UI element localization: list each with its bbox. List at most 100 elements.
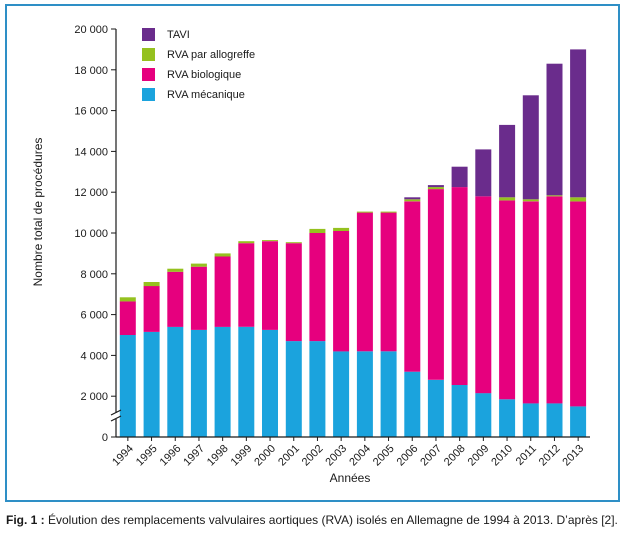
bar-segment-1994-2 [119,297,136,302]
bar-segment-1996-2 [167,268,184,272]
bar-segment-2009-3 [475,149,492,197]
bar-segment-2011-0 [522,403,539,437]
bar-segment-2012-3 [546,63,563,196]
bar-segment-2012-2 [546,195,563,197]
x-tick-label: 2013 [560,443,586,469]
bar-segment-2003-0 [333,351,350,437]
bar-segment-2004-1 [356,212,373,352]
bar-segment-2007-2 [427,187,444,190]
bar-segment-2013-2 [570,197,587,202]
bar-segment-2007-1 [427,189,444,380]
stacked-bar-chart: 1994199519961997199819992000200120022003… [31,24,590,485]
bar-segment-2002-2 [309,228,326,233]
axis-break-icon [110,409,122,422]
bar-segment-1998-1 [214,256,231,327]
figure-caption: Fig. 1 : Évolution des remplacements val… [6,513,626,527]
bar-segment-2003-1 [333,231,350,352]
x-tick-label: 1996 [158,443,184,469]
legend-label: RVA par allogreffe [167,49,255,61]
bar-segment-1999-2 [238,241,255,244]
bar-segment-2011-3 [522,95,539,200]
bar-segment-2001-2 [285,242,302,244]
x-tick-label: 1995 [134,443,160,469]
bar-segment-1999-0 [238,326,255,437]
x-tick-label: 2005 [371,443,397,469]
x-tick-label: 2007 [418,443,444,469]
legend-label: TAVI [167,29,190,41]
y-axis-title: Nombre total de procédures [31,138,45,287]
bar-segment-2013-1 [570,201,587,407]
bar-segment-2010-1 [499,200,516,400]
x-tick-label: 2001 [276,443,302,469]
figure-frame [5,4,620,502]
bar-segment-2000-2 [262,240,278,242]
bar-segment-2001-1 [285,243,302,342]
bar-segment-2006-0 [404,371,421,437]
bar-segment-2005-2 [380,211,397,213]
bar-segment-2011-1 [522,201,539,404]
x-tick-label: 2006 [395,443,421,469]
bar-segment-1995-1 [143,286,160,332]
y-tick-label: 0 [102,432,108,444]
bar-segment-2010-2 [499,197,516,201]
y-tick-label: 8 000 [80,269,108,281]
bar-segment-1998-0 [214,326,231,437]
legend: TAVI RVA par allogreffe RVA biologique RVA … [142,28,255,101]
bar-segment-1997-0 [190,329,207,437]
legend-swatch [142,48,155,61]
bar-segment-1997-2 [190,263,207,267]
x-tick-label: 2008 [442,443,468,469]
x-tick-label: 1998 [205,443,231,469]
y-tick-label: 12 000 [74,187,108,199]
bar-segment-2008-1 [451,187,468,385]
y-tick-label: 4 000 [80,350,108,362]
bar-segment-2009-1 [475,196,492,394]
bar-segment-1994-1 [119,301,136,335]
bar-segment-2011-2 [522,199,539,202]
bar-segment-2005-1 [380,212,397,352]
legend-label: RVA mécanique [167,89,245,101]
legend-swatch [142,68,155,81]
bar-segment-2002-1 [309,233,326,342]
bar-segment-2012-1 [546,196,563,404]
bar-segment-2013-3 [570,49,587,198]
x-tick-label: 2004 [347,443,373,469]
x-tick-label: 1997 [181,443,207,469]
y-tick-label: 14 000 [74,146,108,158]
bar-segment-2000-1 [262,241,278,330]
bar-segment-2003-2 [333,227,350,231]
bar-segment-2001-0 [285,341,302,437]
bar-segment-2004-0 [356,351,373,437]
bar-segment-2000-0 [262,329,278,437]
caption-text: Évolution des remplacements valvulaires … [44,513,618,527]
bar-segment-2005-0 [380,351,397,437]
x-tick-label: 2010 [489,443,515,469]
y-tick-label: 20 000 [74,24,108,36]
bar-segment-1996-0 [167,326,184,437]
y-tick-label: 2 000 [80,391,108,403]
bar-segment-2012-0 [546,403,563,437]
legend-label: RVA biologique [167,69,241,81]
bar-segment-2004-2 [356,211,373,213]
bar-segment-1999-1 [238,243,255,327]
bar-segment-2002-0 [309,341,326,437]
x-tick-label: 1994 [110,443,136,469]
bar-segment-2010-3 [499,124,516,198]
x-tick-label: 2002 [300,443,326,469]
y-tick-label: 10 000 [74,228,108,240]
x-axis-title: Années [330,471,371,485]
y-tick-label: 16 000 [74,106,108,118]
bar-segment-2008-0 [451,385,468,437]
x-tick-label: 2009 [466,443,492,469]
y-tick-label: 18 000 [74,65,108,77]
bar-segment-2007-0 [427,379,444,437]
bar-segment-2006-3 [404,197,421,200]
bar-segment-1995-0 [143,331,160,437]
bar-segment-2010-0 [499,399,516,437]
x-tick-label: 2011 [514,443,539,468]
y-tick-label: 6 000 [80,310,108,322]
bar-segment-1997-1 [190,266,207,330]
x-tick-label: 1999 [229,443,255,469]
bar-segment-2006-1 [404,201,421,372]
bar-segment-1996-1 [167,271,184,327]
